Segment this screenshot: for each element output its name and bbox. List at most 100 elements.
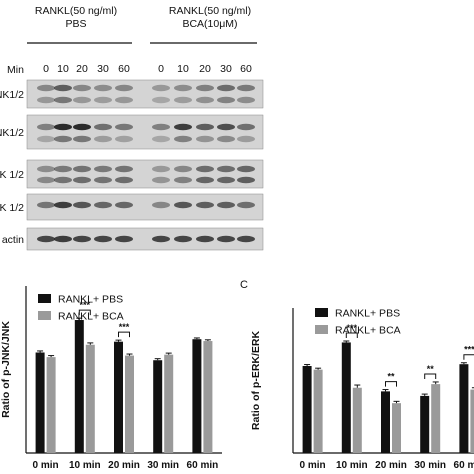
blot-band xyxy=(115,176,133,184)
blot-band xyxy=(94,123,112,131)
blot-band xyxy=(115,123,133,131)
blot-band xyxy=(94,176,112,184)
blot-band xyxy=(152,235,170,243)
blot-band xyxy=(237,165,255,173)
significance-label: *** xyxy=(119,322,130,332)
blot-band xyxy=(174,135,192,143)
x-tick-label: 60 min xyxy=(454,460,474,471)
blot-strip xyxy=(27,115,263,149)
blot-band xyxy=(217,235,235,243)
x-tick-label: 10 min xyxy=(336,460,368,471)
blot-band xyxy=(115,165,133,173)
blot-band xyxy=(237,235,255,243)
significance-label: *** xyxy=(347,323,358,333)
bar xyxy=(203,341,213,453)
blot-band xyxy=(237,96,255,104)
blot-band xyxy=(54,165,72,173)
blot-band xyxy=(37,235,55,243)
blot-band xyxy=(237,176,255,184)
bar xyxy=(46,357,56,453)
blot-band xyxy=(196,96,214,104)
bar xyxy=(459,364,469,453)
blot-band xyxy=(152,96,170,104)
x-tick-label: 0 min xyxy=(33,460,59,471)
bar xyxy=(164,354,174,453)
blot-band xyxy=(196,201,214,209)
bar xyxy=(420,395,430,453)
significance-bracket xyxy=(424,373,437,379)
blot-band xyxy=(152,135,170,143)
legend-label: RANKL+ PBS xyxy=(335,308,400,320)
blot-band xyxy=(94,201,112,209)
chart-jnk: Ratio of p-JNK/JNK 0 min 10 min 20 min 30 mi… xyxy=(0,286,222,471)
blot-band xyxy=(237,84,255,92)
blot-band xyxy=(37,135,55,143)
blot-strip xyxy=(27,160,263,188)
legend-swatch xyxy=(315,308,328,317)
blot-band xyxy=(174,84,192,92)
bar xyxy=(153,360,163,453)
legend-swatch xyxy=(315,325,328,334)
bar xyxy=(470,389,474,453)
blot-band xyxy=(217,96,235,104)
blot-row-label: NK1/2 xyxy=(0,127,24,139)
blot-band xyxy=(115,135,133,143)
blot-row-label: NK1/2 xyxy=(0,89,24,101)
bar xyxy=(85,344,95,453)
blot-band xyxy=(73,201,91,209)
blot-row: actin xyxy=(2,227,264,251)
significance-bracket xyxy=(463,354,474,360)
blot-strip-border xyxy=(26,114,264,150)
western-blot: 0 10 20 30 60 0 10 20 30 60 NK1/2 NK1/2 K 1/2 K 1/2 a… xyxy=(0,42,264,251)
bar xyxy=(352,387,362,453)
significance-bracket xyxy=(385,381,397,387)
blot-band xyxy=(196,84,214,92)
time-label: 60 xyxy=(240,63,252,75)
panel-label-c: C xyxy=(240,279,248,291)
blot-strip xyxy=(27,80,263,108)
blot-band xyxy=(174,235,192,243)
blot-band xyxy=(217,123,235,131)
condition-right-line1: RANKL(50 ng/ml) xyxy=(168,5,252,17)
condition-right-line2: BCA(10μM) xyxy=(182,18,238,30)
x-tick-label: 20 min xyxy=(108,460,140,471)
blot-band xyxy=(54,176,72,184)
time-label: 30 xyxy=(97,63,109,75)
time-label: 0 xyxy=(43,63,49,75)
x-tick-label: 10 min xyxy=(69,460,101,471)
blot-band xyxy=(196,135,214,143)
blot-band xyxy=(94,135,112,143)
blot-band xyxy=(54,201,72,209)
blot-strip-border xyxy=(26,227,264,251)
blot-band xyxy=(152,165,170,173)
bar xyxy=(74,320,84,453)
chart-erk: Ratio of p-ERK/ERK 0 min 10 min 20 min 30 mi… xyxy=(250,308,474,471)
blot-band xyxy=(217,84,235,92)
condition-left-line1: RANKL(50 ng/ml) xyxy=(34,5,118,17)
time-label: 60 xyxy=(118,63,130,75)
bar xyxy=(392,403,401,453)
blot-band xyxy=(73,176,91,184)
legend-swatch xyxy=(38,294,51,303)
significance-bracket xyxy=(118,331,130,338)
blot-band xyxy=(217,176,235,184)
blot-band xyxy=(196,165,214,173)
blot-band xyxy=(54,135,72,143)
bar xyxy=(302,366,312,453)
significance-bracket xyxy=(345,332,358,338)
time-label: 20 xyxy=(76,63,88,75)
blot-row: NK1/2 xyxy=(0,114,264,150)
blot-band xyxy=(237,123,255,131)
blot-band xyxy=(54,235,72,243)
blot-row-label: K 1/2 xyxy=(0,169,24,181)
significance-label: ** xyxy=(427,364,435,374)
bar xyxy=(192,339,202,453)
blot-band xyxy=(73,123,91,131)
blot-band xyxy=(237,135,255,143)
x-tick-label: 60 min xyxy=(187,460,219,471)
blot-row-label: K 1/2 xyxy=(0,202,24,214)
blot-row: K 1/2 xyxy=(0,193,264,221)
blot-band xyxy=(152,123,170,131)
blot-band xyxy=(94,84,112,92)
x-tick-label: 0 min xyxy=(300,460,326,471)
